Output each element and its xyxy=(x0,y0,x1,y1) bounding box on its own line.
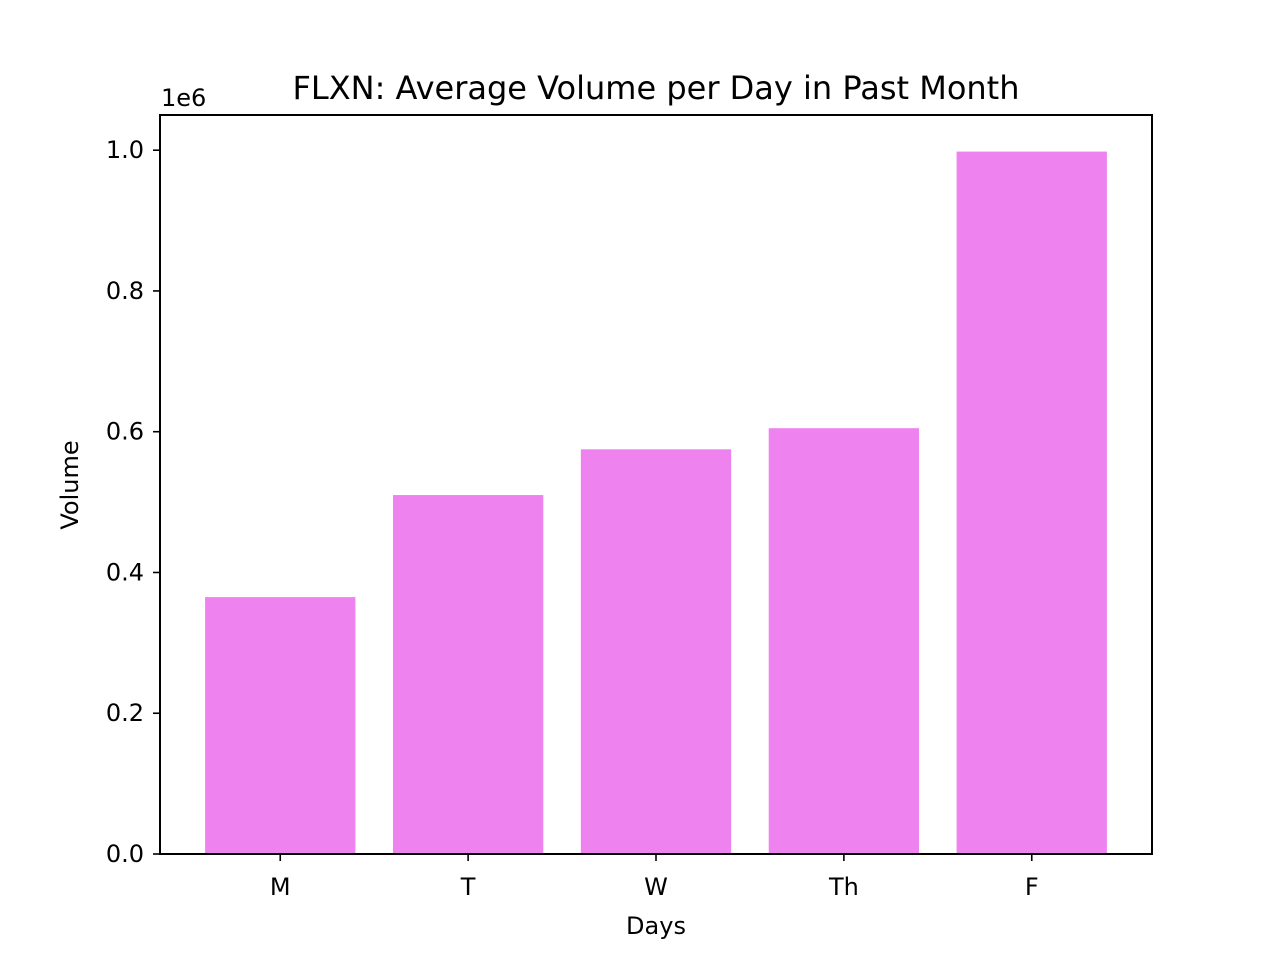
x-tick-label: T xyxy=(460,873,476,901)
y-tick-label: 0.0 xyxy=(106,840,144,868)
bars-group xyxy=(205,151,1107,855)
y-ticks-group: 0.0 0.2 0.4 0.6 0.8 1.0 xyxy=(106,136,160,868)
x-tick-label: M xyxy=(270,873,291,901)
bar-th xyxy=(768,428,920,854)
plot-area-frame xyxy=(159,114,1153,855)
y-tick-label: 0.8 xyxy=(106,277,144,305)
x-tick-label: F xyxy=(1025,873,1039,901)
x-tick-label: Th xyxy=(828,873,859,901)
x-ticks-group: M T W Th F xyxy=(270,854,1039,901)
x-tick-label: W xyxy=(644,873,668,901)
y-axis-label: Volume xyxy=(56,440,84,529)
bar-f xyxy=(956,151,1107,855)
y-tick-label: 0.4 xyxy=(106,558,144,586)
bar-t xyxy=(392,495,544,854)
bar-m xyxy=(205,597,356,854)
chart-title: FLXN: Average Volume per Day in Past Mon… xyxy=(293,69,1020,107)
y-tick-label: 1.0 xyxy=(106,136,144,164)
x-axis-label: Days xyxy=(626,912,686,940)
y-axis-offset-label: 1e6 xyxy=(161,84,206,112)
bar-w xyxy=(580,449,732,854)
y-tick-label: 0.2 xyxy=(106,699,144,727)
y-tick-label: 0.6 xyxy=(106,418,144,446)
